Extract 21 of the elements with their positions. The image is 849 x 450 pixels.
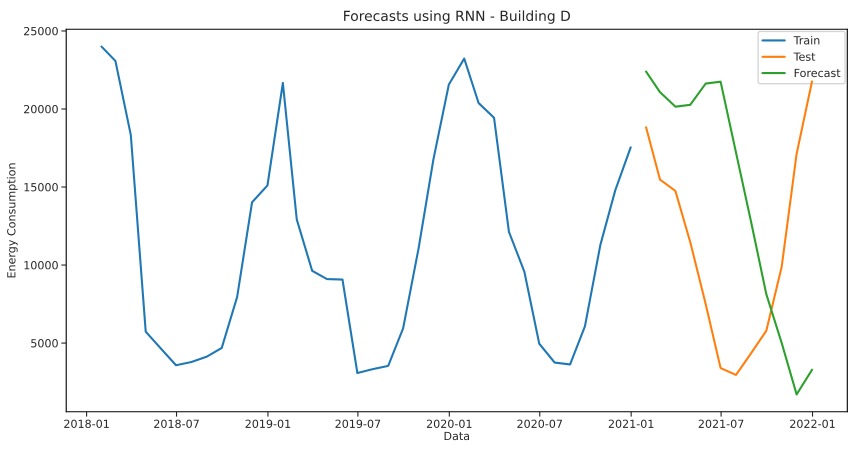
- x-tick-label: 2022-01: [790, 420, 835, 428]
- x-tick-label: 2018-07: [154, 420, 199, 428]
- x-tick-label: 2020-07: [517, 420, 562, 428]
- x-tick-label: 2021-01: [608, 420, 654, 428]
- y-tick-label: 15000: [24, 183, 58, 192]
- legend-label: Test: [794, 52, 816, 61]
- y-tick-label: 10000: [24, 261, 58, 270]
- line-series: [100, 46, 632, 374]
- x-tick-label: 2019-07: [335, 420, 380, 428]
- x-tick-label: 2021-07: [698, 420, 744, 428]
- legend-label: Forecast: [794, 68, 840, 78]
- x-tick-label: 2018-01: [64, 420, 109, 428]
- x-tick-label: 2019-01: [246, 420, 290, 428]
- y-axis-title: Energy Consumption: [6, 163, 18, 278]
- x-tick-label: 2020-01: [426, 420, 472, 428]
- chart-title: Forecasts using RNN - Building D: [344, 10, 570, 24]
- y-tick-label: 5000: [31, 339, 58, 348]
- legend-label: Train: [794, 36, 820, 45]
- y-tick-label: 25000: [24, 26, 58, 36]
- y-tick-label: 20000: [24, 104, 58, 114]
- x-axis-title: Data: [444, 432, 470, 440]
